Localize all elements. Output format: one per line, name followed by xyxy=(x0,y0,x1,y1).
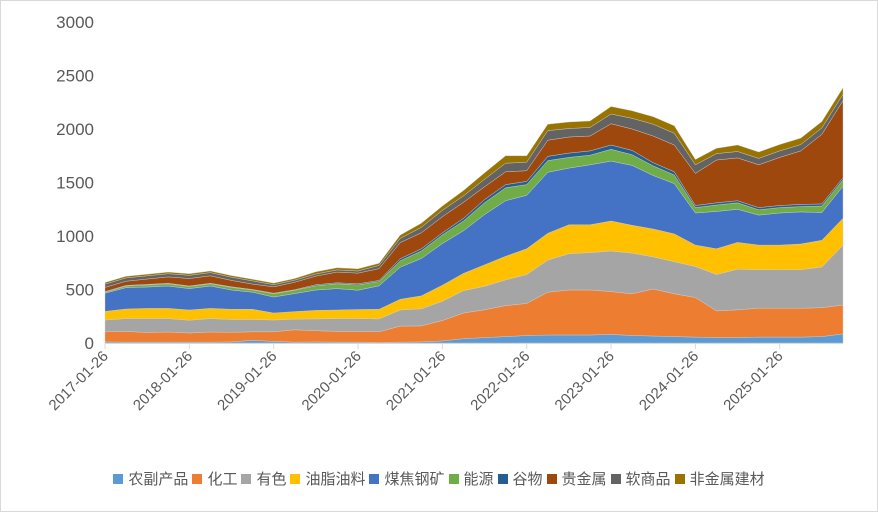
legend-item: 煤焦钢矿 xyxy=(369,468,445,489)
legend-label: 软商品 xyxy=(625,470,671,488)
legend-item: 贵金属 xyxy=(546,468,607,489)
y-tick-label: 1000 xyxy=(56,227,94,246)
legend-swatch xyxy=(610,473,621,484)
legend-item: 软商品 xyxy=(610,468,671,489)
y-tick-label: 500 xyxy=(66,281,94,300)
x-tick-label: 2017-01-26 xyxy=(46,348,112,414)
legend-label: 非金属建材 xyxy=(689,470,765,488)
x-tick-label: 2018-01-26 xyxy=(130,348,196,414)
legend-label: 农副产品 xyxy=(128,470,189,488)
y-tick-label: 1500 xyxy=(56,174,94,193)
x-tick-label: 2021-01-26 xyxy=(383,348,449,414)
legend-label: 化工 xyxy=(207,470,238,488)
legend-swatch xyxy=(674,473,685,484)
y-tick-label: 2000 xyxy=(56,120,94,139)
legend-swatch xyxy=(497,473,508,484)
legend-swatch xyxy=(290,473,301,484)
legend-label: 贵金属 xyxy=(561,470,607,488)
legend-label: 能源 xyxy=(463,470,494,488)
x-tick-label: 2023-01-26 xyxy=(552,348,618,414)
legend-item: 化工 xyxy=(192,468,237,489)
x-tick-label: 2022-01-26 xyxy=(467,348,533,414)
x-tick-label: 2024-01-26 xyxy=(636,348,702,414)
legend-swatch xyxy=(546,473,557,484)
areas-group xyxy=(104,87,844,344)
x-tick-label: 2025-01-26 xyxy=(720,348,786,414)
y-tick-label: 2500 xyxy=(56,67,94,86)
legend-label: 有色 xyxy=(256,470,287,488)
y-tick-label: 3000 xyxy=(56,13,94,32)
x-tick-label: 2019-01-26 xyxy=(214,348,280,414)
y-axis-ticks: 0 500 1000 1500 2000 2500 3000 xyxy=(56,13,94,353)
legend-label: 煤焦钢矿 xyxy=(384,470,445,488)
legend-item: 能源 xyxy=(448,468,494,489)
legend-swatch xyxy=(241,473,252,484)
legend-swatch xyxy=(113,473,124,484)
y-tick-label: 0 xyxy=(85,334,94,353)
legend-label: 谷物 xyxy=(512,470,543,488)
legend-item: 农副产品 xyxy=(113,468,188,489)
legend-item: 有色 xyxy=(241,468,286,489)
legend-item: 油脂油料 xyxy=(290,468,365,489)
legend-swatch xyxy=(192,473,203,484)
area-series-10 xyxy=(104,87,844,285)
legend-item: 非金属建材 xyxy=(674,468,765,489)
x-tick-label: 2020-01-26 xyxy=(299,348,365,414)
legend: 农副产品 化工 有色 油脂油料 煤焦钢矿 能源 谷物 贵金属 软商品 非金属建材 xyxy=(0,468,878,489)
legend-swatch xyxy=(448,473,459,484)
legend-label: 油脂油料 xyxy=(305,470,366,488)
legend-swatch xyxy=(369,473,380,484)
x-axis-ticks: 2017-01-26 2018-01-26 2019-01-26 2020-01-26… xyxy=(46,343,787,414)
legend-item: 谷物 xyxy=(497,468,543,489)
